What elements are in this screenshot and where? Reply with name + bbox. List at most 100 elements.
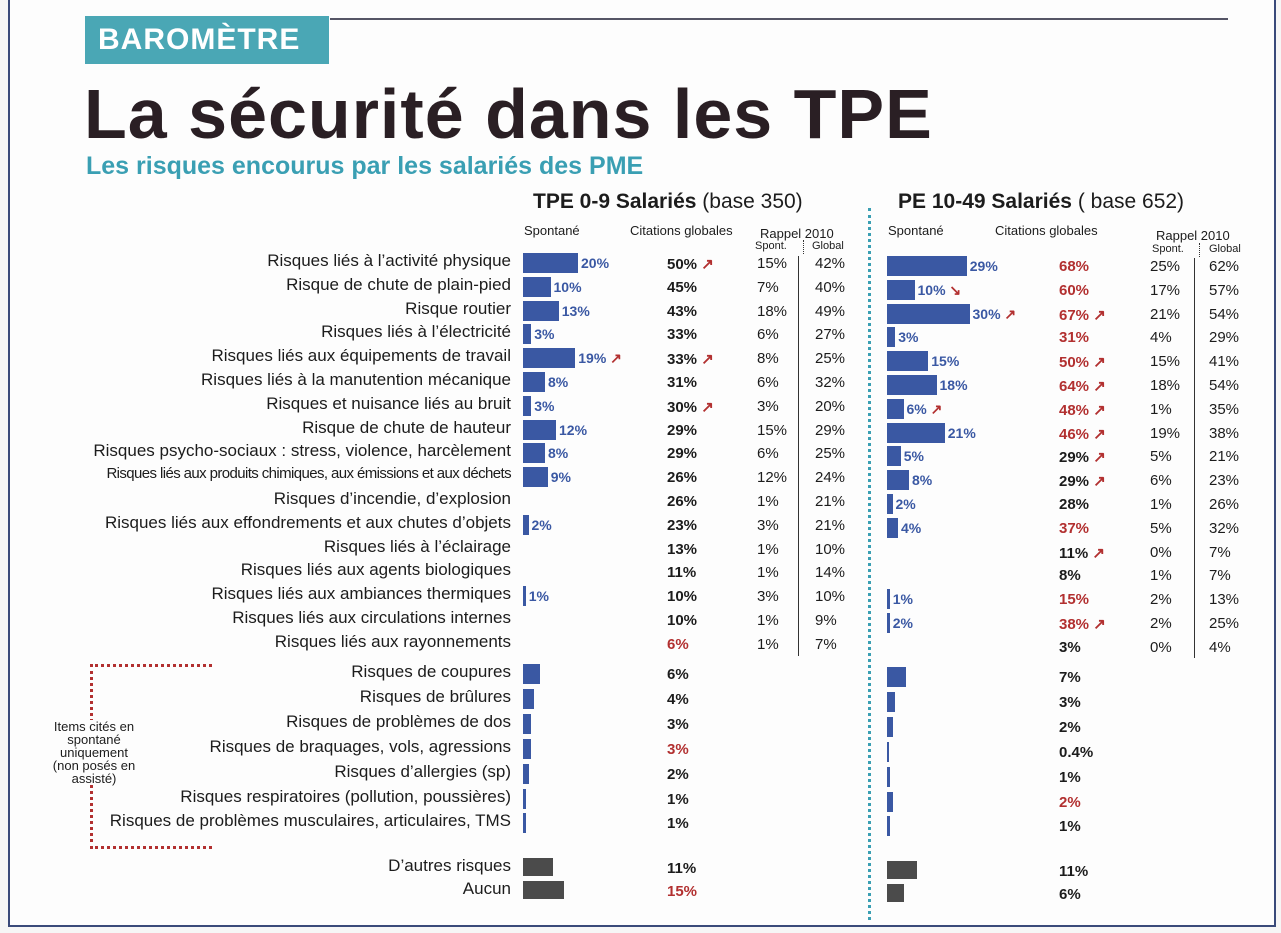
pe-rappel-spont-value: 2%: [1150, 615, 1172, 632]
tpe-rappel-global-value: 29%: [815, 421, 846, 439]
tpe-citations-value: 10%: [667, 588, 698, 606]
tpe-rappel-global-value: 21%: [815, 516, 846, 534]
tpe-bar: [523, 443, 545, 464]
pe-bar: [887, 327, 896, 348]
col-spontane-pe: Spontané: [888, 223, 944, 238]
pe-rappel-spont-value: 0%: [1150, 638, 1172, 656]
pe-rappel-global-value: 35%: [1209, 400, 1240, 418]
tpe-spontane-value: 20%: [581, 255, 610, 271]
trend-up-icon: ↗: [1089, 449, 1106, 467]
tpe-rappel-spont-value: 1%: [757, 635, 779, 653]
tpe-citations-value: 13%: [667, 540, 698, 558]
trend-up-icon: ↗: [926, 400, 943, 417]
tpe-rappel-global-value: 49%: [815, 302, 846, 320]
pe-citations-value: 7%: [1059, 669, 1081, 686]
pe-citations-value: 15%: [1059, 591, 1090, 609]
tpe-rappel-global-value: 21%: [815, 493, 846, 510]
group-base-pe: ( base 652): [1077, 190, 1185, 213]
row-label: Risques de problèmes musculaires, articu…: [109, 811, 511, 831]
tpe-bar: [523, 881, 565, 899]
page-title: La sécurité dans les TPE: [84, 75, 933, 153]
trend-up-icon: ↗: [1000, 305, 1017, 322]
pe-spontane-value: 18%: [939, 377, 968, 393]
pe-rappel-global-value: 26%: [1209, 496, 1240, 513]
tpe-rappel-global-value: 25%: [815, 445, 846, 463]
pe-bar: [887, 256, 967, 276]
tpe-citations-value: 26%: [667, 469, 698, 487]
tpe-bar: [523, 395, 532, 416]
col-citations-tpe: Citations globales: [630, 223, 733, 238]
tpe-bar: [523, 763, 529, 784]
col-global-pe: Global: [1209, 243, 1241, 255]
tpe-spontane-value: 3%: [534, 326, 555, 343]
top-rule: [330, 18, 1228, 20]
pe-rappel-spont-value: 15%: [1150, 353, 1181, 371]
row-label: Risques liés à la manutention mécanique: [201, 370, 511, 389]
pe-citations-value: 29% ↗: [1059, 449, 1106, 467]
row-label: Risque de chute de hauteur: [302, 417, 511, 437]
rappel-rule-tpe: [798, 256, 799, 656]
tpe-bar: [523, 419, 556, 440]
tpe-rappel-spont-value: 6%: [757, 326, 779, 344]
pe-citations-value: 38% ↗: [1059, 616, 1106, 633]
row-label: Risques liés à l’activité physique: [267, 251, 511, 270]
pe-bar: [887, 398, 904, 419]
tpe-spontane-value: 13%: [561, 302, 590, 319]
tpe-citations-value: 3%: [667, 740, 689, 758]
col-spont-tpe: Spont.: [755, 240, 787, 252]
group-title-pe: PE 10-49 Salariés: [898, 190, 1072, 213]
tpe-rappel-spont-value: 1%: [757, 612, 779, 629]
col-spont-pe: Spont.: [1152, 243, 1184, 255]
trend-up-icon: ↗: [1089, 616, 1106, 633]
pe-rappel-global-value: 54%: [1209, 377, 1240, 394]
tpe-bar: [523, 586, 526, 607]
row-label: Risques liés aux effondrements et aux ch…: [104, 512, 511, 532]
tpe-spontane-value: 1%: [528, 588, 549, 605]
col-global-tpe: Global: [812, 240, 844, 252]
tpe-rappel-spont-value: 18%: [757, 302, 788, 320]
rappel-rule-top-pe: [1199, 243, 1200, 257]
col-rappel-tpe: Rappel 2010: [760, 226, 834, 241]
pe-rappel-global-value: 57%: [1209, 281, 1240, 299]
pe-bar: [887, 422, 945, 443]
row-label: Risques liés aux circulations internes: [232, 608, 511, 627]
tpe-citations-value: 2%: [667, 765, 689, 783]
trend-up-icon: ↗: [697, 398, 714, 416]
pe-spontane-value: 1%: [892, 591, 913, 608]
pe-rappel-spont-value: 5%: [1150, 519, 1172, 537]
pe-rappel-spont-value: 19%: [1150, 424, 1181, 442]
pe-citations-value: 0.4%: [1059, 743, 1094, 761]
pe-rappel-global-value: 13%: [1209, 591, 1240, 609]
pe-citations-value: 31%: [1059, 329, 1090, 347]
tpe-rappel-spont-value: 1%: [757, 540, 779, 558]
pe-citations-value: 8%: [1059, 567, 1081, 585]
pe-rappel-global-value: 32%: [1209, 519, 1240, 537]
tpe-citations-value: 15%: [667, 883, 698, 900]
tpe-rappel-global-value: 40%: [815, 278, 846, 296]
tpe-bar: [523, 253, 578, 273]
row-label: Risques liés à l’électricité: [321, 322, 511, 342]
pe-citations-value: 3%: [1059, 693, 1081, 711]
rappel-rule-top-tpe: [803, 240, 804, 254]
pe-citations-value: 2%: [1059, 793, 1081, 811]
tpe-bar: [523, 858, 554, 876]
tpe-rappel-global-value: 24%: [815, 469, 846, 487]
group-header-pe: PE 10-49 Salariés ( base 652): [898, 190, 1184, 214]
trend-up-icon: ↗: [606, 350, 622, 367]
pe-rappel-spont-value: 0%: [1150, 543, 1172, 561]
trend-down-icon: ↘: [945, 281, 962, 298]
pe-citations-value: 37%: [1059, 519, 1090, 537]
pe-rappel-global-value: 7%: [1209, 543, 1231, 561]
row-label: Risques liés aux équipements de travail: [211, 346, 511, 366]
tpe-citations-value: 23%: [667, 516, 698, 534]
tpe-citations-value: 11%: [667, 564, 697, 582]
pe-spontane-value: 6% ↗: [906, 400, 943, 417]
col-spontane-tpe: Spontané: [524, 223, 580, 238]
pe-bar: [887, 667, 907, 687]
tpe-bar: [523, 276, 551, 297]
tpe-citations-value: 6%: [667, 666, 689, 683]
pe-rappel-global-value: 7%: [1209, 567, 1231, 585]
row-label: Risques liés à l’éclairage: [323, 536, 511, 556]
tpe-rappel-spont-value: 15%: [757, 421, 788, 439]
row-label: Risques d’allergies (sp): [334, 761, 511, 781]
